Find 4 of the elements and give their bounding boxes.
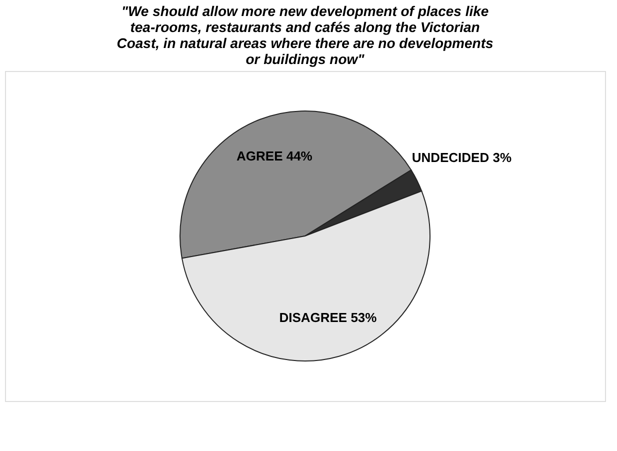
slice-label: DISAGREE 53%: [279, 310, 378, 325]
slice-label: AGREE 44%: [236, 148, 313, 164]
chart-title: "We should allow more new development of places like tea-rooms, restaurants and cafés along the Victorian Coast, in natural areas where there are no developments or buildings now": [116, 3, 494, 67]
slice-label: UNDECIDED 3%: [412, 150, 512, 166]
